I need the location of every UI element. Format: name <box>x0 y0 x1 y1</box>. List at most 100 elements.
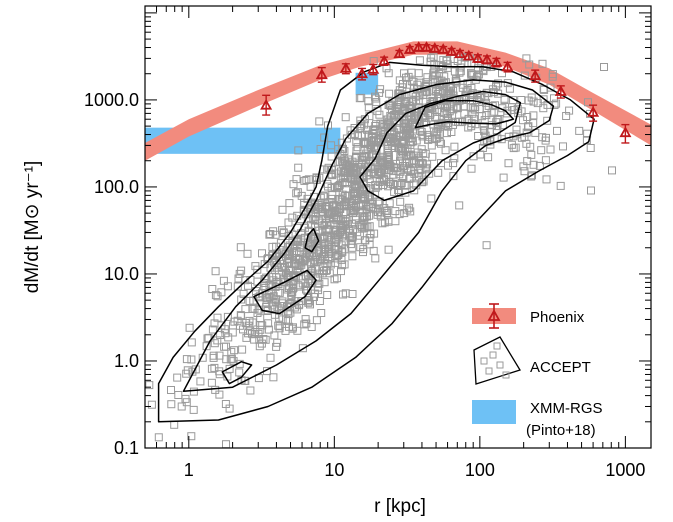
x-tick-label: 1 <box>184 460 194 480</box>
accept-data-point <box>256 325 265 334</box>
accept-data-point <box>286 250 295 258</box>
accept-data-point <box>364 103 373 112</box>
accept-data-point <box>301 315 310 324</box>
accept-data-point <box>147 400 156 409</box>
accept-data-point <box>419 90 428 99</box>
accept-data-point <box>350 203 359 212</box>
accept-data-point <box>374 133 383 142</box>
accept-data-point <box>410 186 419 195</box>
accept-density-contour <box>182 79 555 392</box>
accept-data-point <box>224 333 233 342</box>
accept-data-point <box>311 208 320 217</box>
accept-data-point <box>402 180 411 189</box>
accept-data-point <box>511 143 520 152</box>
accept-data-point <box>213 313 222 322</box>
accept-data-point <box>434 86 443 95</box>
accept-data-point <box>220 342 229 351</box>
accept-data-point <box>297 260 306 269</box>
accept-data-point <box>360 224 369 233</box>
accept-data-point <box>274 278 283 287</box>
accept-data-point <box>396 197 405 206</box>
accept-data-point <box>393 100 402 109</box>
accept-data-point <box>315 297 324 305</box>
accept-data-point <box>512 125 521 134</box>
accept-data-point <box>431 134 440 143</box>
accept-data-point <box>284 218 293 227</box>
phoenix-data-point <box>554 85 567 96</box>
accept-data-point <box>332 238 340 247</box>
accept-data-point <box>586 144 595 152</box>
accept-data-point <box>442 56 451 65</box>
accept-data-point <box>203 334 212 343</box>
accept-data-point <box>426 101 435 110</box>
accept-data-point <box>304 175 313 184</box>
accept-data-point <box>444 161 452 170</box>
accept-data-point <box>529 97 538 106</box>
accept-data-point <box>255 292 264 301</box>
legend-item-phoenix: Phoenix <box>472 303 585 329</box>
accept-data-point <box>256 314 265 323</box>
accept-data-point <box>528 171 536 180</box>
accept-data-point <box>312 316 321 325</box>
accept-data-point <box>562 112 571 120</box>
accept-data-point <box>371 190 380 199</box>
accept-data-point <box>310 289 319 298</box>
accept-data-point <box>374 182 383 191</box>
accept-data-point <box>542 175 551 184</box>
accept-data-point <box>285 199 294 208</box>
accept-data-point <box>324 255 333 264</box>
accept-data-point <box>196 377 205 386</box>
accept-data-point <box>298 344 307 353</box>
accept-data-point <box>508 103 516 112</box>
accept-data-point <box>361 138 370 147</box>
accept-data-point <box>453 103 462 112</box>
phoenix-data-point <box>445 45 458 56</box>
legend-item-xmm-rgs: XMM-RGS (Pinto+18) <box>472 400 603 439</box>
accept-data-point <box>268 242 277 251</box>
accept-data-point <box>385 199 394 208</box>
accept-data-point <box>226 355 235 364</box>
legend-label-xmm-rgs: XMM-RGS <box>530 400 603 417</box>
accept-data-point <box>277 299 286 308</box>
accept-data-point <box>310 216 319 225</box>
accept-data-point <box>469 152 478 161</box>
accept-data-point <box>300 176 309 185</box>
accept-data-point <box>490 107 499 116</box>
accept-data-point <box>402 164 411 173</box>
accept-data-point <box>237 266 246 275</box>
accept-data-point <box>396 152 405 161</box>
accept-data-point <box>467 84 476 92</box>
accept-data-point <box>505 84 514 93</box>
accept-data-point <box>375 88 384 97</box>
accept-data-point <box>278 297 287 306</box>
accept-data-point <box>504 159 513 168</box>
legend-label-accept: ACCEPT <box>530 359 591 376</box>
accept-data-point <box>406 207 415 216</box>
accept-density-contour <box>253 269 317 315</box>
accept-data-point <box>519 162 528 171</box>
band-layer <box>145 41 651 161</box>
accept-data-point <box>584 98 592 107</box>
accept-data-point <box>345 159 354 168</box>
plot-frame <box>144 5 652 449</box>
accept-data-point <box>340 147 349 155</box>
axes-layer: 1 10 100 1000 0.1 1.0 10.0 100.0 1000.0 <box>84 6 651 480</box>
y-axis-label: dM/dt [M⊙ yr⁻¹] <box>22 161 43 294</box>
accept-data-point <box>373 164 382 173</box>
accept-data-point <box>366 230 375 239</box>
accept-data-point <box>343 192 352 201</box>
accept-data-point <box>412 136 421 145</box>
phoenix-data-point <box>529 69 542 81</box>
accept-data-point <box>330 211 339 220</box>
accept-data-point <box>227 347 236 356</box>
accept-data-point <box>335 195 344 203</box>
accept-data-point <box>471 120 480 129</box>
accept-data-point <box>553 126 561 135</box>
accept-data-point <box>294 163 303 172</box>
accept-data-point <box>244 321 253 330</box>
y-tick-label: 10.0 <box>104 264 139 284</box>
accept-data-point <box>245 297 254 305</box>
accept-data-point <box>575 126 584 135</box>
accept-data-point <box>154 433 163 442</box>
phoenix-data-point <box>480 53 494 65</box>
